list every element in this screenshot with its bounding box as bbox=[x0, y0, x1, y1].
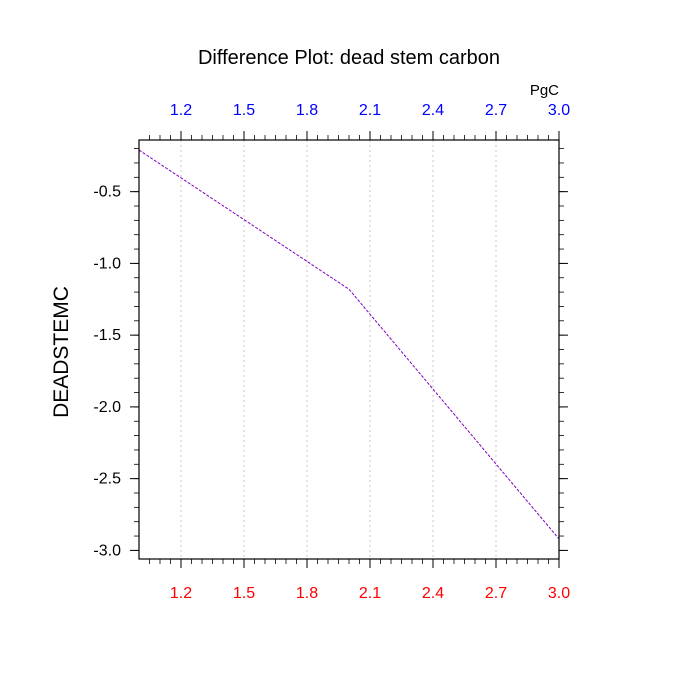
y-tick-label: -2.5 bbox=[93, 471, 121, 488]
x-tick-label-top: 2.7 bbox=[485, 102, 507, 119]
y-tick-label: -1.5 bbox=[93, 327, 121, 344]
top-axis-unit: PgC bbox=[530, 82, 559, 99]
x-tick-label-top: 2.1 bbox=[359, 102, 381, 119]
axis-ticks bbox=[130, 131, 568, 568]
x-tick-label-top: 3.0 bbox=[548, 102, 570, 119]
x-tick-label: 3.0 bbox=[548, 585, 570, 602]
x-tick-label-top: 1.8 bbox=[296, 102, 318, 119]
x-tick-label: 1.2 bbox=[170, 585, 192, 602]
y-tick-label: -1.0 bbox=[93, 255, 121, 272]
y-tick-label: -2.0 bbox=[93, 399, 121, 416]
x-tick-label: 1.5 bbox=[233, 585, 255, 602]
x-tick-label-top: 1.5 bbox=[233, 102, 255, 119]
x-tick-label: 1.8 bbox=[296, 585, 318, 602]
y-axis-label: DEADSTEMC bbox=[50, 286, 73, 418]
x-tick-label: 2.4 bbox=[422, 585, 444, 602]
chart-title: Difference Plot: dead stem carbon bbox=[198, 47, 500, 69]
tick-labels: 1.2 1.2 1.5 1.5 1.8 1.8 2.1 2.1 2.4 2.4 2.7 2.7 3.0 3… bbox=[93, 102, 570, 602]
x-tick-label-top: 1.2 bbox=[170, 102, 192, 119]
x-tick-label: 2.1 bbox=[359, 585, 381, 602]
x-tick-label: 2.7 bbox=[485, 585, 507, 602]
data-series bbox=[138, 149, 560, 540]
series-line bbox=[138, 149, 560, 540]
y-tick-label: -3.0 bbox=[93, 542, 121, 559]
grid-lines bbox=[180, 140, 497, 559]
x-tick-label-top: 2.4 bbox=[422, 102, 444, 119]
y-tick-label: -0.5 bbox=[93, 184, 121, 201]
